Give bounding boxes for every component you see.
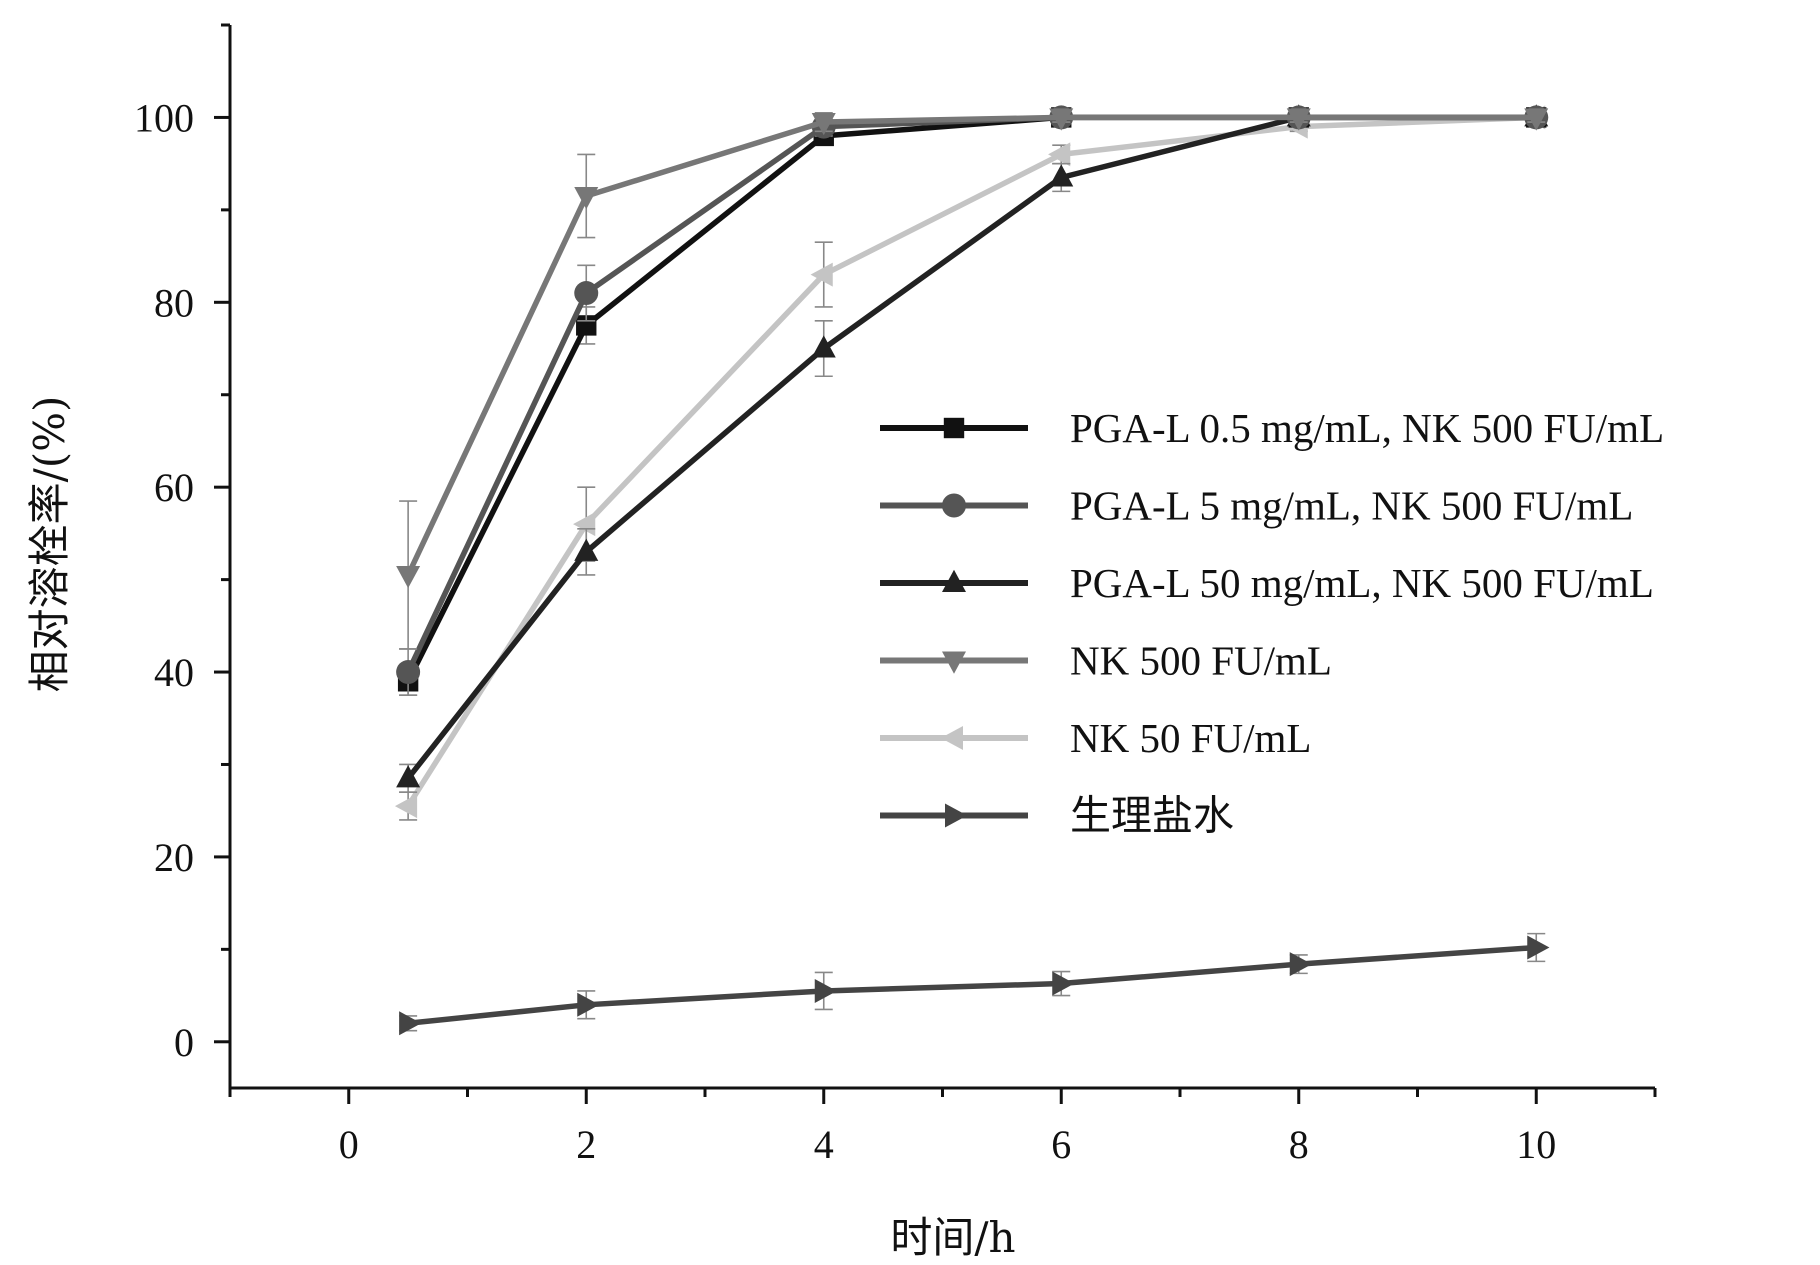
x-axis-title: 时间/h [890, 1213, 1015, 1262]
legend-item: PGA-L 0.5 mg/mL, NK 500 FU/mL [880, 405, 1664, 451]
legend-label: PGA-L 0.5 mg/mL, NK 500 FU/mL [1070, 405, 1664, 451]
data-point [1048, 142, 1071, 167]
legend-item: PGA-L 5 mg/mL, NK 500 FU/mL [880, 483, 1633, 529]
data-point [396, 765, 421, 788]
legend-item: NK 50 FU/mL [880, 715, 1311, 761]
x-tick-label: 0 [339, 1122, 359, 1167]
x-tick-label: 6 [1051, 1122, 1071, 1167]
data-point [1289, 952, 1312, 977]
y-axis-title: 相对溶栓率/(%) [25, 396, 74, 693]
data-point [574, 538, 599, 561]
data-point [1049, 108, 1074, 131]
x-tick-label: 2 [576, 1122, 596, 1167]
x-tick-label: 8 [1289, 1122, 1309, 1167]
series-line [407, 944, 1537, 1027]
legend-label: 生理盐水 [1070, 793, 1234, 839]
data-point [1049, 164, 1074, 187]
legend-label: NK 500 FU/mL [1070, 638, 1332, 684]
data-point [574, 187, 599, 210]
y-tick-label: 40 [154, 650, 194, 695]
series-1 [397, 107, 1547, 696]
legend-label: NK 50 FU/mL [1070, 715, 1311, 761]
series-5 [394, 105, 1546, 821]
y-tick-label: 0 [174, 1020, 194, 1065]
series-4 [396, 108, 1549, 650]
series-6 [399, 932, 1550, 1036]
data-point [814, 978, 837, 1003]
legend: PGA-L 0.5 mg/mL, NK 500 FU/mL PGA-L 5 mg/… [880, 405, 1664, 839]
y-tick-label: 80 [154, 280, 194, 325]
legend-label: PGA-L 5 mg/mL, NK 500 FU/mL [1070, 483, 1633, 529]
y-tick-label: 100 [134, 95, 194, 140]
legend-marker [945, 803, 968, 828]
x-tick-label: 10 [1516, 1122, 1556, 1167]
data-point [811, 335, 836, 358]
data-point [1527, 935, 1550, 960]
legend-item: PGA-L 50 mg/mL, NK 500 FU/mL [880, 560, 1654, 606]
legend-item: NK 500 FU/mL [880, 638, 1332, 684]
legend-marker [942, 493, 966, 518]
data-point [574, 281, 599, 306]
data-point [1052, 971, 1075, 996]
series-2 [396, 105, 1549, 696]
data-point [811, 113, 836, 136]
x-tick-label: 4 [814, 1122, 834, 1167]
data-point [394, 794, 418, 819]
legend-label: PGA-L 50 mg/mL, NK 500 FU/mL [1070, 560, 1654, 606]
data-point [1286, 108, 1311, 131]
legend-item: 生理盐水 [880, 793, 1234, 839]
legend-marker [942, 569, 966, 592]
series-line [405, 114, 1537, 808]
series-line [405, 114, 1537, 577]
data-point [577, 992, 600, 1017]
legend-marker [940, 726, 963, 750]
data-point [810, 262, 833, 287]
y-tick-label: 20 [154, 835, 194, 880]
data-point [1524, 108, 1549, 131]
y-tick-label: 60 [154, 465, 194, 510]
data-point [399, 1011, 422, 1036]
data-point [396, 565, 421, 589]
data-point [573, 512, 596, 537]
series-layer [394, 104, 1550, 1036]
data-point [396, 660, 421, 685]
legend-marker [942, 651, 966, 674]
legend-marker [943, 417, 965, 439]
